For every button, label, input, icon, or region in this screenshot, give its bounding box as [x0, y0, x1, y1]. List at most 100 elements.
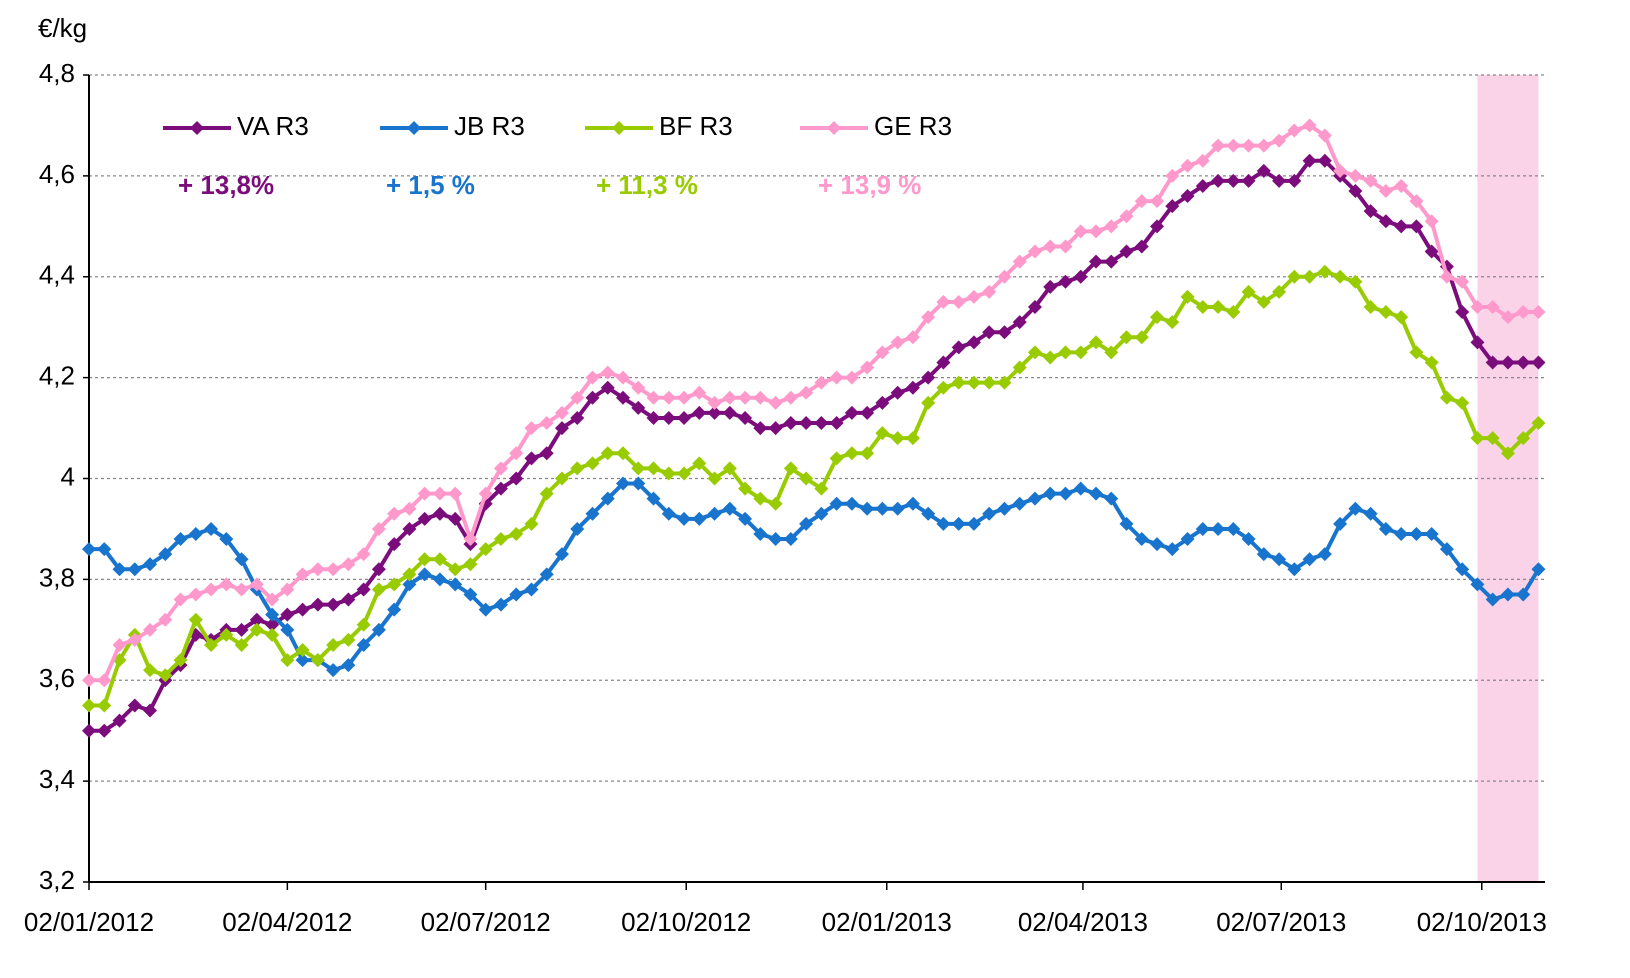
data-point [905, 496, 920, 511]
data-point [356, 547, 371, 562]
data-point [616, 390, 631, 405]
data-point [1195, 521, 1210, 536]
legend-item: JB R3 [380, 111, 525, 141]
data-point [1088, 224, 1103, 239]
data-point [570, 461, 585, 476]
data-point [1424, 526, 1439, 541]
data-point [1287, 562, 1302, 577]
data-point [1348, 501, 1363, 516]
x-tick-label: 02/10/2012 [621, 907, 751, 937]
data-point [554, 471, 569, 486]
data-point [1409, 194, 1424, 209]
data-point [829, 496, 844, 511]
data-point [768, 395, 783, 410]
data-point [219, 577, 234, 592]
data-point [326, 663, 341, 678]
data-point [905, 380, 920, 395]
data-point [1394, 310, 1409, 325]
data-point [616, 476, 631, 491]
data-point [783, 416, 798, 431]
data-point [921, 395, 936, 410]
data-point [722, 390, 737, 405]
data-point [814, 375, 829, 390]
data-point [1500, 587, 1515, 602]
data-point [722, 501, 737, 516]
data-point [1500, 446, 1515, 461]
data-point [1272, 133, 1287, 148]
data-point [82, 673, 96, 688]
data-point [1165, 542, 1180, 557]
data-point [158, 547, 173, 562]
data-point [493, 597, 508, 612]
data-point [1043, 350, 1058, 365]
data-point [1211, 173, 1226, 188]
data-point [707, 395, 722, 410]
data-point [860, 360, 875, 375]
data-point [1516, 355, 1531, 370]
data-point [753, 421, 768, 436]
data-point [1348, 168, 1363, 183]
data-point [966, 289, 981, 304]
data-point [966, 335, 981, 350]
data-point [1226, 305, 1241, 320]
data-point [524, 582, 539, 597]
data-point [1119, 209, 1134, 224]
data-point [82, 542, 96, 557]
data-point [1134, 239, 1149, 254]
data-point [936, 516, 951, 531]
data-point [356, 637, 371, 652]
y-tick-label: 4,2 [39, 361, 75, 391]
data-point [1226, 173, 1241, 188]
data-point [1272, 173, 1287, 188]
data-point [814, 481, 829, 496]
data-point [1317, 153, 1332, 168]
data-point [600, 446, 615, 461]
data-point [585, 390, 600, 405]
data-point [1394, 526, 1409, 541]
data-point [448, 486, 463, 501]
data-point [585, 456, 600, 471]
data-point [600, 365, 615, 380]
data-point [341, 592, 356, 607]
data-point [1378, 521, 1393, 536]
data-point [326, 637, 341, 652]
data-point [570, 410, 585, 425]
data-point [158, 612, 173, 627]
data-point [463, 557, 478, 572]
data-point [249, 577, 264, 592]
data-point [829, 451, 844, 466]
data-point [890, 431, 905, 446]
annotation: + 11,3 % [596, 170, 698, 200]
data-point [966, 516, 981, 531]
data-point [753, 491, 768, 506]
data-point [1150, 310, 1165, 325]
data-point [707, 471, 722, 486]
data-point [265, 607, 280, 622]
data-point [783, 461, 798, 476]
data-point [387, 537, 402, 552]
legend-label: GE R3 [874, 111, 952, 141]
data-point [326, 597, 341, 612]
data-point [1241, 284, 1256, 299]
data-point [402, 521, 417, 536]
data-point [753, 390, 768, 405]
data-point [1150, 194, 1165, 209]
data-point [402, 501, 417, 516]
data-point [585, 506, 600, 521]
data-point [829, 416, 844, 431]
data-point [1165, 315, 1180, 330]
data-point [493, 481, 508, 496]
data-point [570, 390, 585, 405]
data-point [356, 582, 371, 597]
data-point [234, 622, 249, 637]
data-point [1211, 138, 1226, 153]
data-point [570, 521, 585, 536]
data-point [1012, 315, 1027, 330]
data-point [738, 481, 753, 496]
data-point [1256, 138, 1271, 153]
data-point [387, 506, 402, 521]
data-point [860, 501, 875, 516]
data-point [768, 496, 783, 511]
data-point [1333, 163, 1348, 178]
data-point [1378, 214, 1393, 229]
